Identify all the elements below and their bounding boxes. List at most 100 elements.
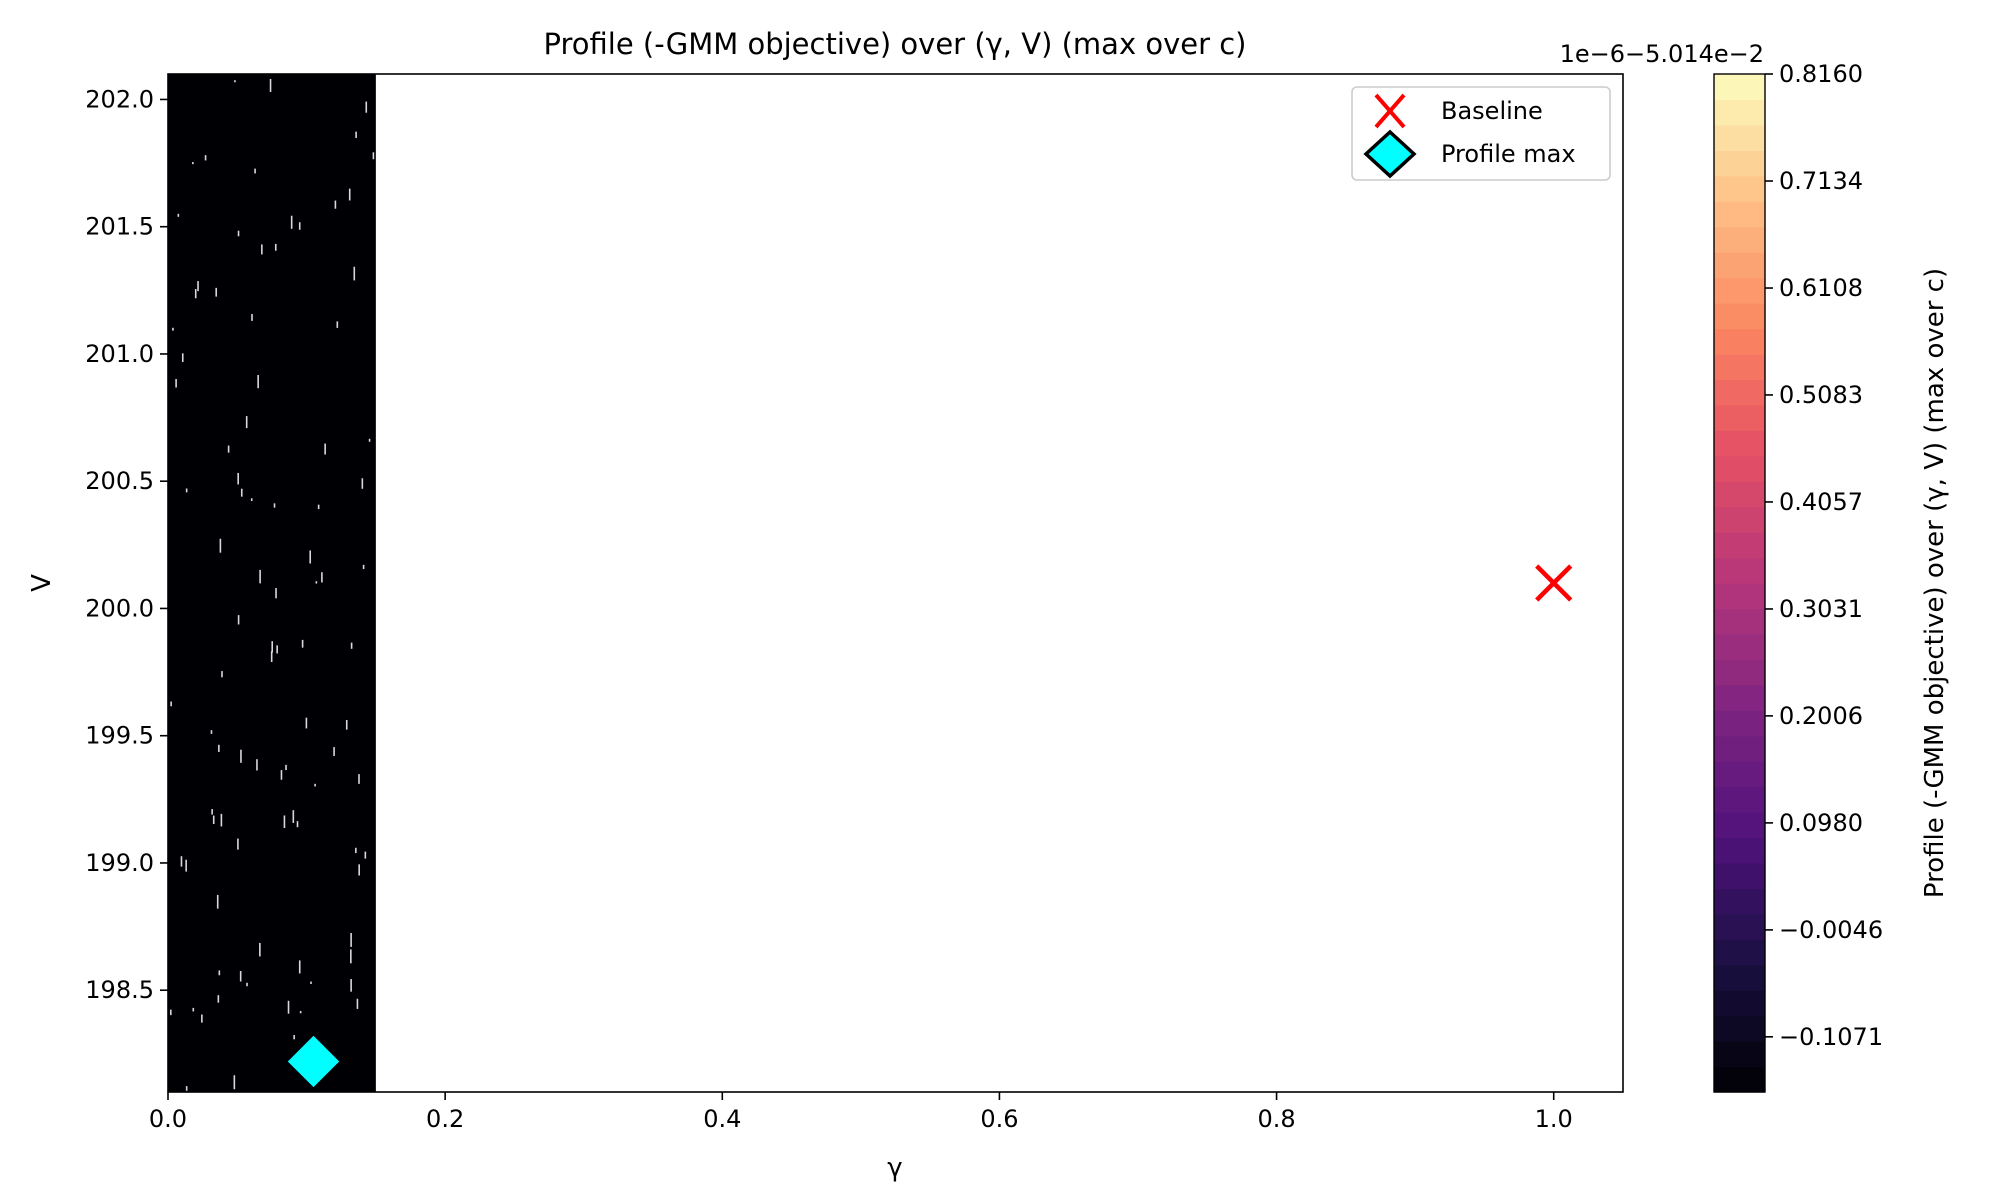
heatmap-speckle bbox=[280, 770, 283, 780]
heatmap-speckle bbox=[237, 838, 239, 850]
heatmap-speckle bbox=[290, 215, 293, 229]
heatmap-speckle bbox=[333, 747, 335, 756]
colorbar-tick-label: 0.3031 bbox=[1779, 595, 1863, 623]
colorbar-segment bbox=[1714, 404, 1765, 431]
heatmap-speckle bbox=[301, 639, 304, 648]
colorbar-segment bbox=[1714, 99, 1765, 126]
heatmap-speckle bbox=[221, 671, 223, 678]
heatmap-speckle bbox=[234, 80, 236, 83]
heatmap-speckle bbox=[362, 564, 365, 570]
plot-frame bbox=[167, 73, 1624, 1093]
heatmap-speckle bbox=[217, 995, 220, 1003]
heatmap-speckle bbox=[299, 1011, 302, 1014]
x-tick-label: 0.4 bbox=[703, 1105, 741, 1133]
heatmap-speckle bbox=[256, 759, 258, 771]
heatmap-speckle bbox=[240, 749, 242, 763]
heatmap-speckle bbox=[274, 243, 277, 251]
y-tick-label: 202.0 bbox=[85, 85, 154, 113]
colorbar bbox=[1714, 74, 1765, 1093]
heatmap-speckle bbox=[185, 1086, 188, 1091]
heatmap-speckle bbox=[259, 942, 261, 957]
colorbar-segment bbox=[1714, 862, 1765, 889]
heatmap-speckle bbox=[273, 503, 276, 508]
heatmap-speckle bbox=[355, 131, 357, 139]
colorbar-frame bbox=[1713, 73, 1766, 1093]
y-axis-label: V bbox=[27, 574, 57, 592]
heatmap-speckle bbox=[185, 488, 188, 493]
colorbar-tick-label: 0.2006 bbox=[1779, 702, 1863, 730]
colorbar-segment bbox=[1714, 1066, 1765, 1093]
legend-box bbox=[1351, 86, 1611, 181]
colorbar-segment bbox=[1714, 913, 1765, 940]
baseline-marker bbox=[1535, 564, 1573, 602]
legend-profile-max-symbol bbox=[1363, 129, 1417, 179]
heatmap-speckle bbox=[246, 982, 248, 987]
x-axis-label: γ bbox=[887, 1153, 902, 1183]
legend-baseline-label: Baseline bbox=[1441, 97, 1543, 125]
y-tick-label: 199.5 bbox=[85, 722, 154, 750]
y-tick-label: 201.5 bbox=[85, 213, 154, 241]
heatmap-speckle bbox=[170, 1009, 172, 1016]
legend-profile-max-label: Profile max bbox=[1441, 140, 1576, 168]
heatmap-speckle bbox=[336, 321, 339, 328]
colorbar-segment bbox=[1714, 684, 1765, 711]
heatmap-speckle bbox=[218, 970, 221, 976]
heatmap-speckle bbox=[181, 353, 184, 363]
colorbar-segment bbox=[1714, 124, 1765, 151]
x-tick-label: 0.8 bbox=[1257, 1105, 1295, 1133]
colorbar-segment bbox=[1714, 226, 1765, 253]
heatmap-speckle bbox=[305, 717, 308, 729]
heatmap-speckle bbox=[298, 960, 301, 974]
heatmap-speckle bbox=[356, 998, 359, 1009]
colorbar-label: Profile (-GMM objective) over (γ, V) (ma… bbox=[1920, 268, 1950, 898]
heatmap-speckle bbox=[324, 443, 326, 455]
colorbar-segment bbox=[1714, 939, 1765, 966]
heatmap-speckle bbox=[210, 730, 213, 734]
colorbar-tick-label: −0.0046 bbox=[1779, 916, 1883, 944]
heatmap-filled-region bbox=[168, 74, 376, 1092]
heatmap-speckle bbox=[350, 949, 352, 964]
colorbar-segment bbox=[1714, 455, 1765, 482]
heatmap-speckle bbox=[350, 933, 352, 947]
x-tick-label: 0.0 bbox=[149, 1105, 187, 1133]
colorbar-segment bbox=[1714, 353, 1765, 380]
heatmap-speckle bbox=[220, 813, 223, 827]
y-tick-label: 199.0 bbox=[85, 849, 154, 877]
heatmap-speckle bbox=[276, 645, 278, 654]
heatmap-speckle bbox=[334, 200, 337, 209]
y-tick-label: 200.5 bbox=[85, 467, 154, 495]
colorbar-segment bbox=[1714, 532, 1765, 559]
heatmap-speckle bbox=[237, 472, 239, 485]
heatmap-speckle bbox=[185, 859, 187, 872]
heatmap-speckle bbox=[237, 230, 240, 237]
heatmap-speckle bbox=[219, 538, 222, 553]
colorbar-segment bbox=[1714, 379, 1765, 406]
heatmap-speckle bbox=[240, 488, 243, 497]
heatmap-speckle bbox=[254, 168, 256, 174]
heatmap-speckle bbox=[287, 1000, 290, 1014]
heatmap-speckle bbox=[192, 162, 194, 165]
heatmap-speckle bbox=[212, 815, 215, 824]
heatmap-speckle bbox=[175, 379, 177, 388]
colorbar-segment bbox=[1714, 150, 1765, 177]
heatmap-speckle bbox=[245, 416, 248, 429]
heatmap-speckle bbox=[237, 615, 240, 625]
colorbar-segment bbox=[1714, 786, 1765, 813]
colorbar-segment bbox=[1714, 837, 1765, 864]
heatmap-speckle bbox=[269, 79, 272, 92]
heatmap-speckle bbox=[368, 438, 371, 442]
colorbar-segment bbox=[1714, 175, 1765, 202]
heatmap-speckle bbox=[348, 188, 351, 201]
colorbar-tick-label: 0.6108 bbox=[1779, 274, 1863, 302]
x-tick-label: 1.0 bbox=[1535, 1105, 1573, 1133]
heatmap-speckle bbox=[314, 783, 316, 787]
heatmap-speckle bbox=[201, 1014, 203, 1023]
colorbar-segment bbox=[1714, 303, 1765, 330]
colorbar-segment bbox=[1714, 888, 1765, 915]
colorbar-segment bbox=[1714, 633, 1765, 660]
heatmap-speckle bbox=[239, 971, 242, 982]
heatmap-speckle bbox=[298, 222, 301, 230]
heatmap-speckle bbox=[361, 478, 364, 489]
heatmap-speckle bbox=[227, 445, 230, 453]
heatmap-speckle bbox=[310, 981, 312, 984]
